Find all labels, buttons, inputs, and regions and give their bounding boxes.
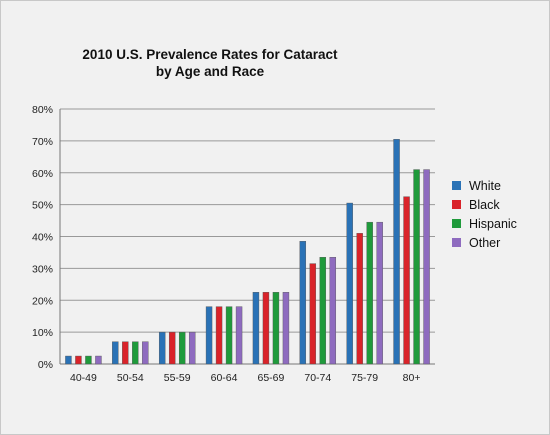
legend-swatch [452,238,461,247]
legend-swatch [452,181,461,190]
legend-swatch [452,219,461,228]
y-tick-label: 60% [32,168,53,180]
bar [403,196,410,365]
bar [282,292,290,365]
bar [329,257,337,365]
bar [413,169,420,365]
chart-title-line1: 2010 U.S. Prevalence Rates for Cataract [82,47,338,62]
bar [168,331,176,365]
bar [393,139,400,365]
x-tick-label: 75-79 [351,372,378,384]
bar [215,306,223,365]
bar [132,341,139,365]
y-tick-label: 80% [32,104,53,116]
legend: White Black Hispanic Other [452,176,517,252]
bar [65,355,72,365]
bar [75,355,82,365]
legend-item: Other [452,233,517,252]
bar [112,341,119,365]
bar [299,241,307,365]
legend-item: Hispanic [452,214,517,233]
y-tick-label: 70% [32,136,53,148]
bar [158,331,166,365]
legend-label: White [469,178,501,193]
x-tick-label: 40-49 [70,372,97,384]
bar [142,341,149,365]
x-tick-label: 65-69 [258,372,285,384]
chart-title-line2: by Age and Race [155,64,265,79]
x-tick-label: 60-64 [211,372,238,384]
bar [85,355,92,365]
legend-item: Black [452,195,517,214]
bar [95,355,102,365]
legend-swatch [452,200,461,209]
legend-label: Other [469,235,501,250]
x-tick-label: 50-54 [117,372,144,384]
bar [319,257,327,365]
bar [356,233,363,365]
bar [272,292,280,365]
x-tick-label: 70-74 [304,372,331,384]
bar [366,221,373,365]
bar [122,341,129,365]
bar [252,292,260,365]
bar [178,331,186,365]
y-tick-label: 10% [32,327,53,339]
bar [376,221,383,365]
bar [309,263,317,365]
bar [262,292,270,365]
legend-label: Hispanic [469,216,517,231]
bar [188,331,196,365]
bar [423,169,430,365]
y-tick-label: 0% [38,359,53,371]
legend-item: White [452,176,517,195]
legend-label: Black [469,197,500,212]
y-tick-label: 30% [32,263,53,275]
bar [205,306,213,365]
y-tick-label: 20% [32,295,53,307]
chart-title: 2010 U.S. Prevalence Rates for Cataract … [0,46,420,80]
y-tick-label: 40% [32,232,53,244]
y-tick-label: 50% [32,200,53,212]
x-tick-label: 55-59 [164,372,191,384]
x-tick-label: 80+ [403,372,421,384]
bar [225,306,233,365]
bar [235,306,243,365]
bar [346,202,353,365]
